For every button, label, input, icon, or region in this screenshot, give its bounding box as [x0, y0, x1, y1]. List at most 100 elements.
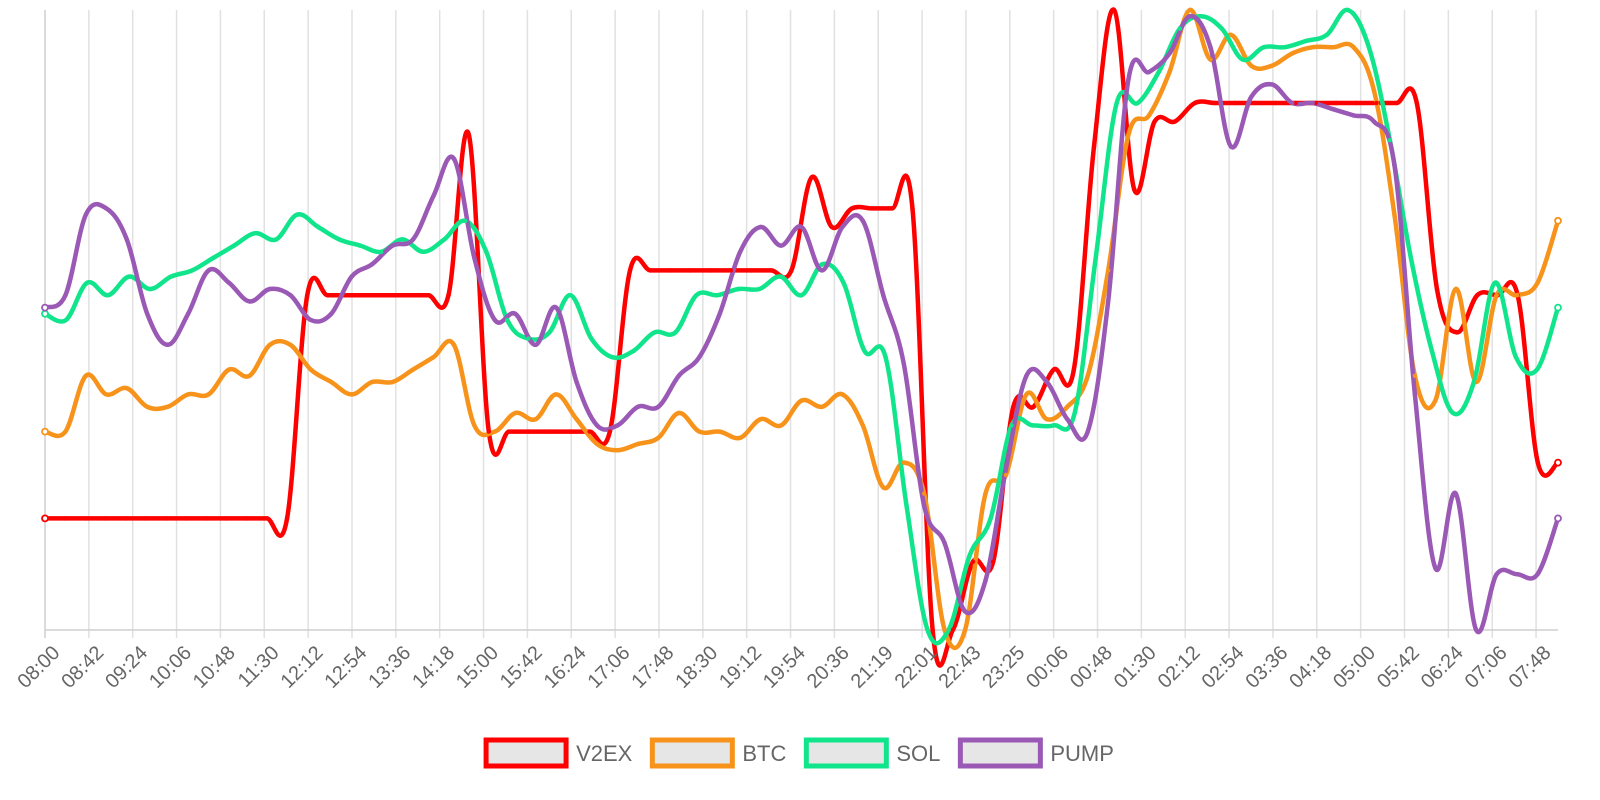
- data-point-v2ex: [1091, 144, 1097, 149]
- data-point-btc: [1535, 280, 1540, 285]
- data-point-btc: [1187, 7, 1193, 13]
- data-point-sol: [484, 249, 489, 254]
- data-point-v2ex: [83, 516, 88, 521]
- data-point-v2ex: [910, 206, 915, 211]
- data-point-sol: [862, 348, 867, 354]
- x-tick-label: 05:00: [1329, 642, 1380, 693]
- x-tick-label: 06:24: [1417, 642, 1468, 693]
- data-point-v2ex: [1333, 100, 1339, 106]
- data-point-v2ex: [1152, 119, 1157, 124]
- data-point-pump: [1535, 572, 1540, 577]
- data-point-v2ex: [728, 268, 734, 273]
- data-point-sol: [1240, 57, 1245, 62]
- data-point-pump: [1351, 113, 1356, 118]
- data-point-btc: [63, 429, 68, 434]
- x-tick-label: 23:25: [978, 642, 1029, 693]
- data-point-pump: [1269, 82, 1274, 87]
- data-point-pump: [635, 404, 641, 409]
- data-point-sol: [1114, 100, 1119, 106]
- data-point-btc: [288, 342, 293, 347]
- legend-item-btc[interactable]: BTC: [649, 737, 786, 769]
- data-point-v2ex: [1011, 404, 1016, 409]
- data-point-sol: [273, 237, 279, 242]
- data-point-v2ex: [849, 206, 855, 211]
- data-point-v2ex: [1192, 100, 1198, 106]
- data-point-sol: [967, 553, 972, 558]
- data-point-pump: [124, 237, 129, 242]
- data-point-btc: [594, 441, 600, 447]
- data-point-v2ex: [789, 268, 794, 273]
- legend-item-sol[interactable]: SOL: [803, 737, 940, 769]
- data-point-pump: [737, 249, 743, 254]
- data-point-v2ex: [1233, 100, 1238, 106]
- x-tick-label: 16:24: [540, 642, 591, 693]
- data-point-v2ex: [345, 293, 350, 298]
- data-point-btc: [881, 485, 886, 490]
- data-point-btc: [533, 417, 538, 422]
- data-point-btc: [1412, 373, 1418, 378]
- x-tick-label: 15:00: [452, 642, 503, 693]
- data-point-v2ex: [1253, 100, 1258, 106]
- data-point-v2ex: [688, 268, 693, 273]
- x-tick-label: 05:42: [1373, 642, 1424, 693]
- x-tick-label: 17:06: [584, 642, 635, 693]
- data-point-sol: [799, 293, 804, 298]
- data-point-btc: [962, 627, 968, 633]
- data-point-v2ex: [869, 206, 875, 211]
- x-tick-label: 02:54: [1198, 642, 1249, 693]
- data-point-pump: [410, 237, 416, 242]
- data-point-sol: [400, 237, 405, 242]
- data-point-v2ex: [506, 429, 512, 434]
- legend-item-pump[interactable]: PUMP: [957, 737, 1114, 769]
- data-point-v2ex: [264, 516, 270, 521]
- data-point-sol: [421, 249, 426, 254]
- data-point-pump: [594, 423, 600, 428]
- data-point-sol: [1135, 100, 1140, 106]
- data-point-btc: [942, 627, 947, 633]
- data-point-pump: [267, 286, 273, 292]
- data-point-pump: [697, 355, 702, 360]
- data-point-sol: [126, 274, 132, 279]
- data-point-btc: [1392, 212, 1397, 217]
- x-tick-label: 15:42: [496, 642, 547, 693]
- data-point-btc: [697, 429, 702, 434]
- data-point-v2ex: [426, 293, 431, 298]
- data-point-btc: [737, 435, 743, 440]
- data-point-sol: [673, 330, 678, 335]
- data-point-pump: [983, 578, 988, 583]
- data-point-v2ex: [486, 429, 492, 434]
- data-point-btc: [1228, 32, 1234, 37]
- data-point-btc: [1024, 392, 1029, 397]
- data-point-btc: [1085, 373, 1090, 378]
- data-point-sol: [1303, 38, 1309, 44]
- data-point-btc: [758, 417, 763, 422]
- data-point-pump: [1474, 627, 1479, 633]
- data-point-v2ex: [1172, 119, 1177, 124]
- data-point-sol: [1345, 7, 1351, 13]
- data-point-v2ex: [587, 429, 592, 434]
- data-point-btc: [1351, 45, 1356, 50]
- data-point-pump: [83, 212, 89, 217]
- data-point-v2ex: [123, 516, 128, 521]
- data-point-pump: [165, 342, 170, 347]
- data-point-btc: [553, 392, 559, 397]
- data-point-v2ex: [1031, 404, 1036, 409]
- data-point-pump: [1453, 491, 1458, 496]
- data-point-pump: [574, 379, 579, 385]
- legend-item-v2ex[interactable]: V2EX: [483, 737, 633, 769]
- x-tick-label: 21:19: [847, 642, 898, 693]
- data-point-btc: [1330, 45, 1336, 50]
- data-point-pump: [472, 255, 477, 261]
- data-point-btc: [226, 367, 232, 372]
- data-point-pump: [656, 404, 661, 409]
- data-point-pump: [1085, 429, 1090, 434]
- x-tick-label: 18:30: [671, 642, 722, 693]
- data-point-v2ex: [1475, 293, 1480, 298]
- data-point-btc: [247, 373, 252, 378]
- data-point-btc: [819, 404, 825, 409]
- data-point-sol: [1429, 348, 1435, 354]
- data-point-btc: [1105, 268, 1111, 273]
- legend-swatch: [649, 737, 735, 769]
- data-point-pump: [1494, 572, 1499, 577]
- data-point-pump: [1024, 373, 1029, 378]
